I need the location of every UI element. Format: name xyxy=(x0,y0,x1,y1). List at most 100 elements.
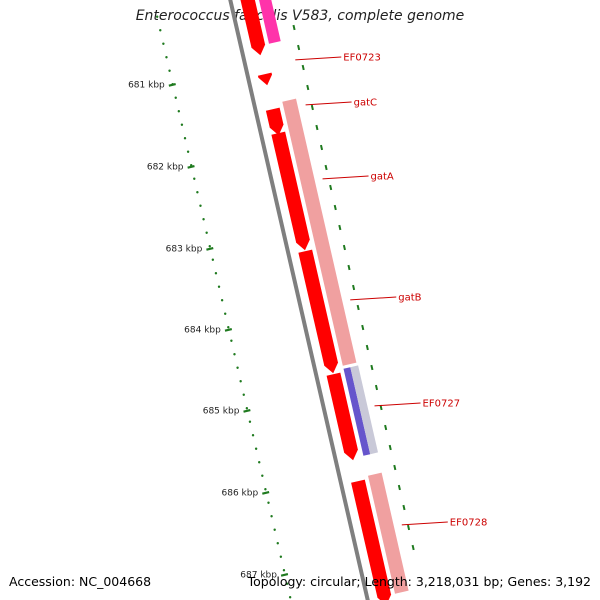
scale-labels: 681 kbp 682 kbp 683 kbp 684 kbp 685 kbp 686 k… xyxy=(128,81,277,581)
inner-tick xyxy=(306,84,310,91)
inner-tick xyxy=(411,544,415,551)
gene-label-connector xyxy=(305,101,352,106)
scale-minor-tick xyxy=(270,515,273,518)
gene-label-connector xyxy=(374,402,421,407)
gene-labels: EF0723 gatC gatA gatB EF0727 EF0728 xyxy=(295,53,487,529)
inner-tick xyxy=(365,344,369,351)
inner-tick xyxy=(297,44,301,51)
inner-tick xyxy=(342,244,346,251)
scale-minor-tick xyxy=(177,110,181,113)
inner-tick xyxy=(397,484,401,491)
scale-minor-tick xyxy=(183,137,187,140)
scale-minor-tick xyxy=(199,204,202,207)
scale-label: 687 kbp xyxy=(240,571,277,581)
inner-tick xyxy=(407,524,411,531)
scale-major-tick xyxy=(206,247,214,251)
inner-tick xyxy=(402,504,406,511)
scale-minor-tick xyxy=(230,339,233,342)
scale-minor-tick xyxy=(288,596,292,599)
inner-tick xyxy=(292,24,296,31)
scale-minor-tick xyxy=(224,312,227,315)
gene-arrow-forward xyxy=(271,131,310,251)
scale-major-tick xyxy=(168,83,176,87)
scale-minor-tick xyxy=(208,245,211,248)
gene-features xyxy=(240,0,409,600)
scale-minor-tick xyxy=(227,326,230,329)
scale-minor-tick xyxy=(202,218,205,221)
scale-minor-tick xyxy=(285,582,289,585)
scale-minor-tick xyxy=(233,353,236,356)
gene-label-connector xyxy=(322,175,369,180)
inner-tick xyxy=(393,464,397,471)
gene-label-connector xyxy=(401,521,448,526)
scale-minor-tick xyxy=(282,569,286,572)
scale-minor-tick xyxy=(258,461,261,464)
inner-tick xyxy=(319,144,324,151)
scale-minor-tick xyxy=(248,420,252,423)
scale-major-tick xyxy=(262,491,270,495)
scale-minor-tick xyxy=(168,69,171,72)
scale-minor-tick xyxy=(239,380,242,383)
gene-arrow-forward xyxy=(257,72,272,86)
gene-label-ef0728: EF0728 xyxy=(450,518,488,529)
scale-minor-tick xyxy=(155,15,159,18)
scale-minor-tick xyxy=(217,285,221,288)
gene-band-reverse xyxy=(368,472,409,594)
scale-minor-tick xyxy=(180,123,184,126)
scale-label: 684 kbp xyxy=(184,326,221,336)
gene-arrow-forward xyxy=(298,249,338,374)
scale-minor-tick xyxy=(254,447,258,450)
scale-major-tick xyxy=(187,165,195,169)
scale-minor-tick xyxy=(159,29,162,32)
accession-text: Accession: NC_004668 xyxy=(9,574,152,589)
scale-label: 686 kbp xyxy=(222,489,259,499)
scale-minor-tick xyxy=(245,407,249,410)
inner-tick xyxy=(374,384,379,391)
scale-minor-tick xyxy=(264,488,267,491)
inner-tick xyxy=(301,64,305,71)
scale-label: 685 kbp xyxy=(203,407,240,417)
scale-ticks xyxy=(155,15,415,599)
scale-minor-tick xyxy=(236,366,239,369)
inner-tick xyxy=(356,304,360,311)
gene-label-connector xyxy=(295,56,342,61)
gene-band-misc xyxy=(350,365,378,455)
scale-minor-tick xyxy=(196,191,199,194)
scale-minor-tick xyxy=(205,231,208,234)
gene-arrow-forward xyxy=(240,0,266,56)
scale-minor-tick xyxy=(267,501,270,504)
scale-major-tick xyxy=(243,409,251,413)
scale-minor-tick xyxy=(165,56,168,59)
inner-tick xyxy=(361,324,365,331)
scale-minor-tick xyxy=(276,542,279,545)
gene-arrow-forward xyxy=(326,372,358,461)
backbone-line xyxy=(228,0,370,600)
gene-arrow-forward xyxy=(265,107,284,136)
inner-tick xyxy=(329,184,333,191)
gene-label-gata: gatA xyxy=(371,172,394,183)
scale-label: 682 kbp xyxy=(147,163,184,173)
scale-minor-tick xyxy=(162,42,165,45)
scale-label: 681 kbp xyxy=(128,81,165,91)
inner-tick xyxy=(333,204,337,211)
inner-tick xyxy=(338,224,342,231)
scale-minor-tick xyxy=(186,150,190,153)
scale-minor-tick xyxy=(220,299,224,302)
gene-label-ef0723: EF0723 xyxy=(343,53,381,64)
gene-arrow-forward xyxy=(351,479,392,600)
scale-minor-tick xyxy=(211,258,215,261)
gene-label-gatb: gatB xyxy=(398,293,421,304)
gene-band-pseudo xyxy=(259,0,281,44)
scale-major-tick xyxy=(280,573,289,577)
inner-tick xyxy=(310,104,314,111)
scale-minor-tick xyxy=(242,393,245,396)
inner-tick xyxy=(388,444,392,451)
gene-label-gatc: gatC xyxy=(354,98,377,109)
gene-band-reverse xyxy=(282,98,357,366)
inner-tick xyxy=(324,164,328,171)
inner-tick xyxy=(384,424,388,431)
inner-tick xyxy=(315,124,319,131)
scale-minor-tick xyxy=(279,555,283,558)
